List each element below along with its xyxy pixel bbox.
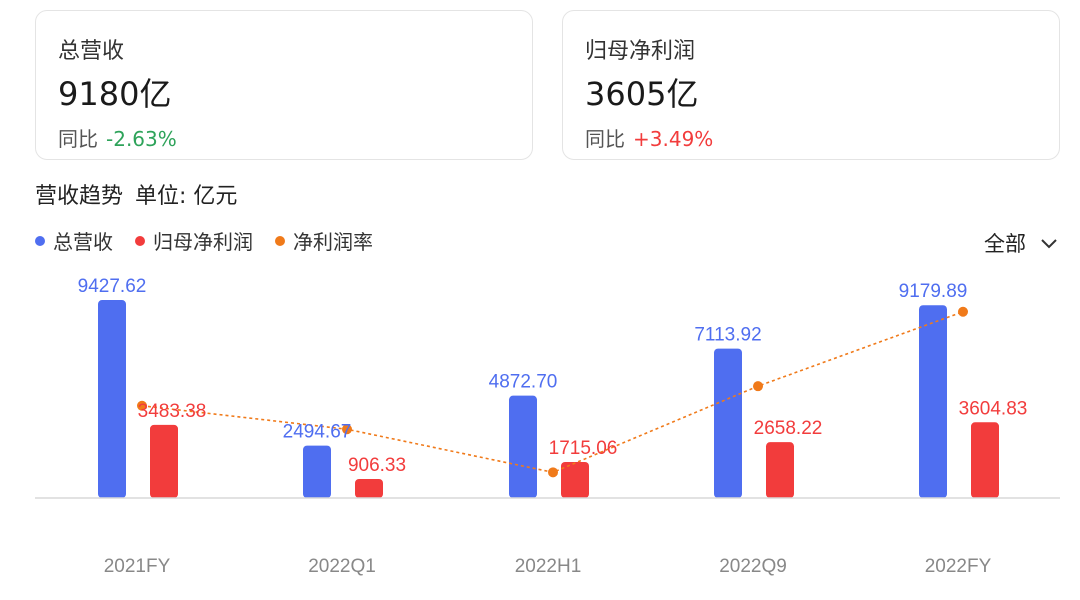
trend-title-text: 营收趋势 [35, 184, 124, 209]
revenue-yoy-value: -2.63% [106, 127, 177, 151]
x-tick-label: 2022H1 [515, 556, 582, 577]
x-axis: 2021FY 2022Q1 2022H1 2022Q9 2022FY [35, 497, 1060, 577]
net-profit-yoy: 同比 +3.49% [585, 123, 713, 152]
net-margin-point[interactable] [958, 306, 968, 317]
net-profit-yoy-label: 同比 [585, 127, 625, 151]
net-profit-value: 3605亿 [585, 75, 699, 113]
legend-label: 归母净利润 [153, 230, 253, 254]
revenue-card: 总营收 9180亿 同比 -2.63% [35, 10, 533, 160]
data-label-revenue: 9179.89 [899, 281, 968, 302]
revenue-trend-chart: 9427.62 2494.67 4872.70 7113.92 9179.89 3483.… [35, 276, 1060, 577]
trend-title: 营收趋势 单位: 亿元 [35, 178, 237, 210]
net-profit-label: 归母净利润 [585, 39, 696, 64]
data-label-revenue: 2494.67 [283, 422, 352, 443]
x-tick-label: 2022FY [925, 556, 992, 577]
data-label-revenue: 4872.70 [489, 372, 558, 393]
chevron-down-icon [1041, 239, 1057, 249]
bar-revenue[interactable] [303, 445, 331, 498]
x-tick-label: 2021FY [104, 556, 171, 577]
data-label-revenue: 7113.92 [694, 325, 761, 346]
net-margin-point[interactable] [137, 400, 147, 411]
period-filter-dropdown[interactable]: 全部 [984, 228, 1058, 258]
bar-revenue[interactable] [98, 300, 126, 498]
bar-net-profit[interactable] [971, 422, 999, 498]
legend-label: 净利润率 [293, 230, 373, 254]
bar-revenue[interactable] [919, 305, 947, 498]
revenue-yoy: 同比 -2.63% [58, 123, 177, 152]
net-profit-card: 归母净利润 3605亿 同比 +3.49% [562, 10, 1060, 160]
legend-label: 总营收 [53, 230, 113, 254]
x-tick-label: 2022Q1 [308, 556, 376, 577]
bar-net-profit[interactable] [561, 461, 589, 498]
trend-unit: 单位: 亿元 [135, 184, 238, 209]
legend-dot-icon [275, 235, 285, 246]
net-profit-yoy-value: +3.49% [633, 127, 714, 151]
data-labels-layer: 9427.62 2494.67 4872.70 7113.92 9179.89 3483.… [78, 276, 1028, 476]
bar-net-profit[interactable] [150, 424, 178, 498]
bar-revenue[interactable] [714, 348, 742, 498]
net-margin-point[interactable] [342, 424, 352, 435]
bars-layer [98, 300, 999, 498]
net-margin-line-layer [137, 306, 968, 478]
data-label-net-profit: 3483.38 [138, 401, 207, 422]
data-label-net-profit: 1715.06 [549, 438, 618, 459]
legend-item-revenue[interactable]: 总营收 [35, 226, 113, 255]
data-label-net-profit: 2658.22 [754, 418, 823, 439]
period-filter-label: 全部 [984, 232, 1026, 256]
revenue-yoy-label: 同比 [58, 127, 98, 151]
data-label-revenue: 9427.62 [78, 276, 147, 297]
data-label-net-profit: 906.33 [348, 455, 406, 476]
data-label-net-profit: 3604.83 [959, 398, 1028, 419]
bar-revenue[interactable] [509, 395, 537, 498]
legend-dot-icon [35, 235, 45, 246]
bar-net-profit[interactable] [766, 442, 794, 498]
chart-legend: 总营收 归母净利润 净利润率 [35, 226, 395, 255]
legend-dot-icon [135, 235, 145, 246]
x-tick-label: 2022Q9 [719, 556, 787, 577]
net-margin-point[interactable] [548, 467, 558, 478]
revenue-label: 总营收 [58, 39, 125, 64]
legend-item-net-margin[interactable]: 净利润率 [275, 226, 373, 255]
revenue-value: 9180亿 [58, 75, 172, 113]
net-margin-point[interactable] [753, 381, 763, 392]
legend-item-net-profit[interactable]: 归母净利润 [135, 226, 253, 255]
bar-net-profit[interactable] [355, 478, 383, 498]
